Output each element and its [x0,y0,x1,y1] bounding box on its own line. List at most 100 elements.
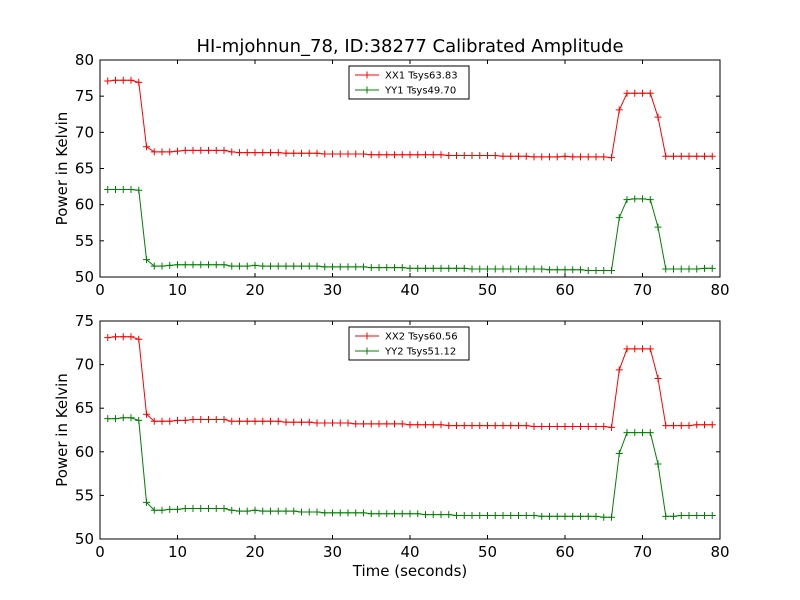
data-point [491,151,499,159]
data-point [422,511,429,519]
data-point [608,154,615,162]
data-point [422,264,429,272]
y-tick-label: 70 [75,356,94,374]
data-point [205,416,212,424]
data-point [174,505,181,513]
legend-box [348,326,470,361]
data-point [701,511,708,519]
data-point [646,429,654,437]
y-tick-label: 50 [75,268,94,286]
data-point [267,507,274,515]
data-point [685,265,693,273]
data-point [127,333,135,341]
data-point [166,417,174,425]
data-point [484,151,491,159]
data-point [693,152,701,160]
data-point [406,151,414,159]
data-point [608,513,615,521]
subplot-1: 0 10 20 30 40 50 60 70 80 50 55 60 65 70 75 80 Power in … [53,51,730,299]
plots-container: 0 10 20 30 40 50 60 70 80 50 55 60 65 70 75 80 Power in … [53,51,730,580]
data-point [189,504,197,512]
y-tick-label: 55 [75,232,94,250]
data-point [383,510,391,518]
data-point [569,512,577,520]
data-point [600,513,608,521]
data-point [181,416,189,424]
data-point [259,507,267,515]
legend: XX1 Tsys63.83 YY1 Tsys49.70 [348,65,470,100]
data-point [538,153,546,161]
data-point [538,512,546,520]
data-point [181,261,189,269]
data-point [375,264,383,272]
data-point [553,512,561,520]
data-point [259,149,267,157]
data-point [623,345,631,353]
data-point [476,511,484,519]
data-point [290,262,298,270]
data-point [375,151,383,159]
data-point [383,420,391,428]
series-2 [104,414,716,521]
data-point [104,334,112,342]
data-point [453,422,460,430]
data-point [677,511,685,519]
data-point [414,264,422,272]
data-point [212,416,220,424]
x-tick-label: 20 [245,281,264,299]
data-point [577,423,584,431]
data-point [491,422,499,430]
data-point [569,266,577,274]
x-tick-label: 70 [633,543,652,561]
data-point [615,450,623,458]
data-point [135,78,143,86]
x-tick-label: 50 [478,281,497,299]
data-point [468,422,476,430]
data-point [143,256,150,264]
data-point [197,504,205,512]
data-point [530,265,538,273]
data-point [298,149,305,157]
data-point [360,420,367,428]
data-point [615,366,623,374]
data-point [685,422,693,430]
data-point [197,416,205,424]
data-point [360,150,367,158]
data-point [701,421,708,429]
data-point [127,414,135,422]
data-point [329,419,336,427]
data-point [290,149,298,157]
data-point [507,265,515,273]
data-point [701,152,708,160]
data-point [313,419,321,427]
data-point [158,148,166,156]
data-point [336,263,344,271]
data-point [352,150,360,158]
data-point [329,150,336,158]
data-point [143,410,150,418]
data-point [236,262,243,270]
legend: XX2 Tsys60.56 YY2 Tsys51.12 [348,326,470,361]
data-point [429,421,437,429]
data-point [344,419,352,427]
data-point [166,261,174,269]
data-point [352,420,360,428]
x-tick-label: 40 [400,543,419,561]
data-point [662,512,670,520]
data-point [623,429,631,437]
x-tick-label: 70 [633,281,652,299]
data-point [383,264,391,272]
y-axis-label: Power in Kelvin [53,373,71,487]
legend-label: YY2 Tsys51.12 [384,347,456,358]
data-point [499,265,507,273]
data-point [228,148,236,156]
data-point [251,506,259,514]
data-point [166,148,174,156]
data-point [584,153,592,161]
legend-label: XX1 Tsys63.83 [385,71,458,82]
data-point [546,512,553,520]
data-point [298,508,305,516]
data-point [584,423,592,431]
data-point [693,421,701,429]
data-point [313,149,321,157]
